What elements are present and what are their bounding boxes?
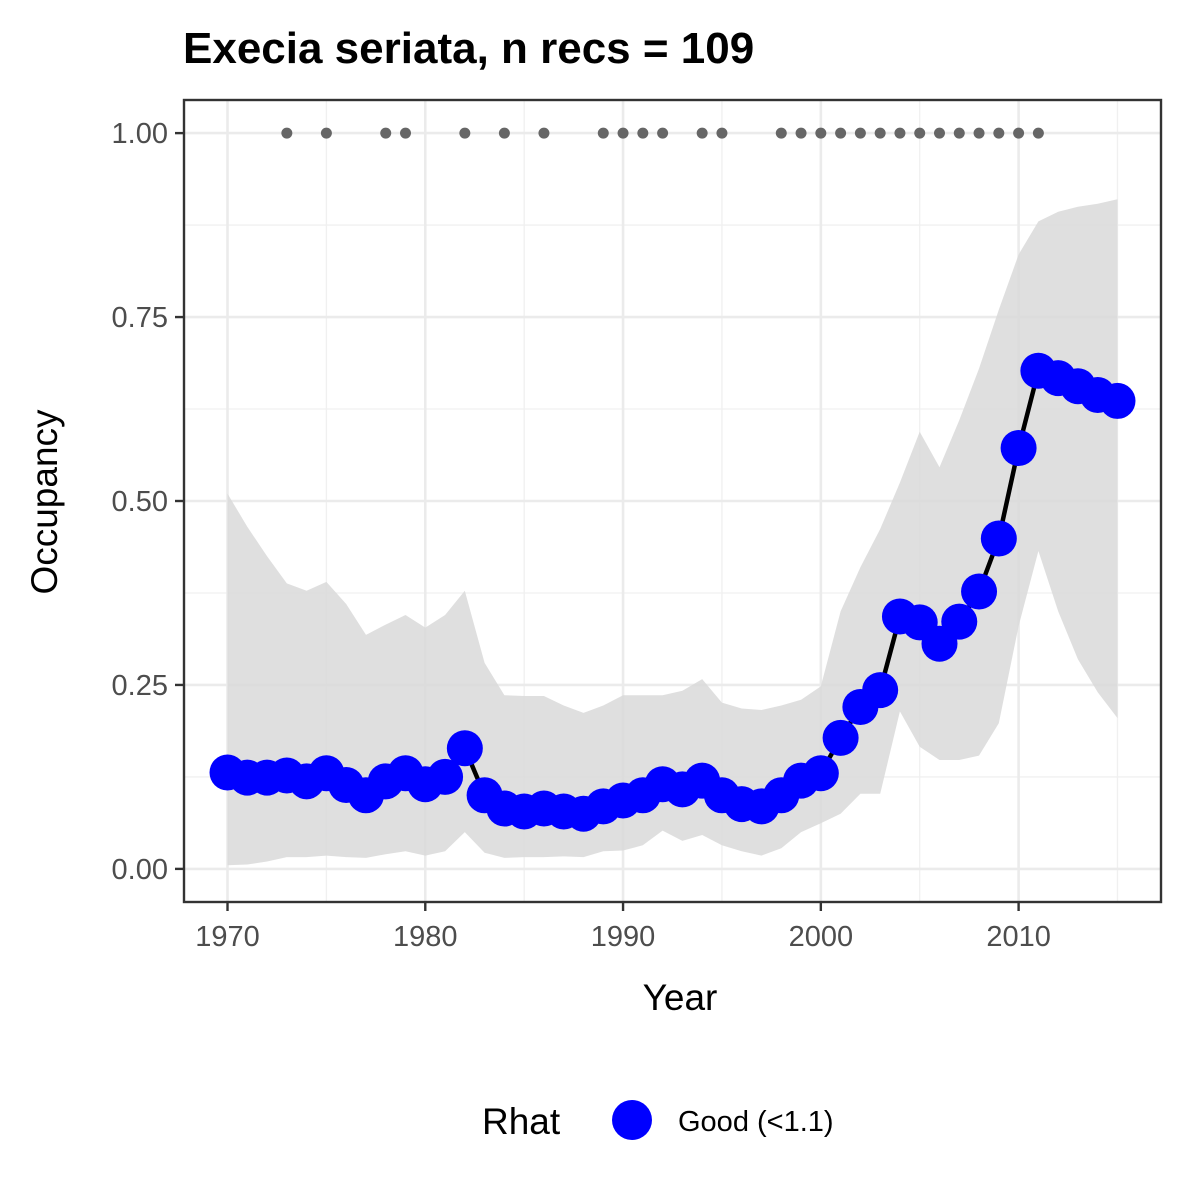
record-points <box>281 127 1044 139</box>
record-point <box>696 127 708 139</box>
record-point <box>1013 127 1025 139</box>
record-point <box>459 127 471 139</box>
record-point <box>657 127 669 139</box>
record-point <box>953 127 965 139</box>
x-tick-label: 1990 <box>591 921 656 953</box>
occupancy-point <box>802 755 839 792</box>
y-axis-title: Occupancy <box>24 409 65 595</box>
occupancy-point <box>427 758 464 795</box>
record-point <box>281 127 293 139</box>
record-point <box>874 127 886 139</box>
occupancy-point <box>961 573 998 610</box>
record-point <box>835 127 847 139</box>
record-point <box>993 127 1005 139</box>
record-point <box>716 127 728 139</box>
x-axis-title: Year <box>643 977 718 1018</box>
occupancy-point <box>980 520 1017 557</box>
occupancy-point <box>862 672 899 709</box>
axis-ticks <box>175 131 1020 911</box>
chart-title: Execia seriata, n recs = 109 <box>183 24 754 73</box>
x-tick-label: 2000 <box>789 921 854 953</box>
record-point <box>498 127 510 139</box>
y-tick-labels: 0.00 0.25 0.50 0.75 1.00 <box>112 118 168 886</box>
y-tick-label: 1.00 <box>112 118 168 150</box>
y-tick-label: 0.25 <box>112 670 168 702</box>
x-tick-label: 1970 <box>195 921 260 953</box>
record-point <box>538 127 550 139</box>
record-point <box>400 127 412 139</box>
occupancy-point <box>446 730 483 767</box>
record-point <box>973 127 985 139</box>
x-tick-label: 1980 <box>393 921 458 953</box>
legend-label-good: Good (<1.1) <box>678 1106 834 1138</box>
record-point <box>775 127 787 139</box>
record-point <box>933 127 945 139</box>
legend-title: Rhat <box>482 1101 561 1142</box>
record-point <box>320 127 332 139</box>
legend-key-good <box>612 1100 652 1140</box>
record-point <box>914 127 926 139</box>
record-point <box>597 127 609 139</box>
record-point <box>1032 127 1044 139</box>
y-tick-label: 0.00 <box>112 854 168 886</box>
record-point <box>795 127 807 139</box>
occupancy-point <box>941 603 978 640</box>
record-point <box>815 127 827 139</box>
x-tick-labels: 1970 1980 1990 2000 2010 <box>195 921 1051 953</box>
occupancy-point <box>822 719 859 756</box>
legend: Rhat Good (<1.1) <box>482 1100 834 1142</box>
record-point <box>380 127 392 139</box>
occupancy-points <box>209 352 1136 832</box>
y-tick-label: 0.50 <box>112 486 168 518</box>
x-tick-label: 2010 <box>986 921 1051 953</box>
occupancy-point <box>1000 430 1037 467</box>
record-point <box>894 127 906 139</box>
record-point <box>617 127 629 139</box>
record-point <box>854 127 866 139</box>
y-tick-label: 0.75 <box>112 302 168 334</box>
record-point <box>637 127 649 139</box>
occupancy-point <box>1099 382 1136 419</box>
